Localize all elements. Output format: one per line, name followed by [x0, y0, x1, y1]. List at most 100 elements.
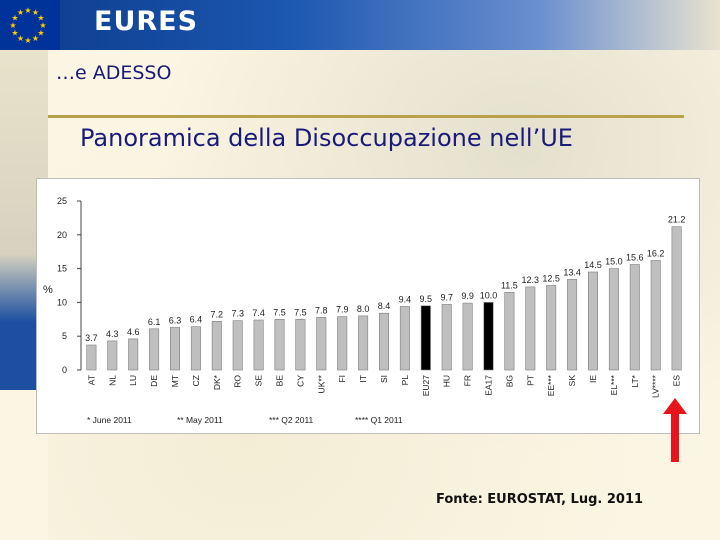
category-label: LU: [128, 375, 138, 386]
bar: [525, 286, 536, 371]
value-label: 6.3: [169, 315, 182, 325]
category-label: PT: [525, 375, 535, 386]
flag-star: ★: [37, 29, 44, 38]
eu-flag-icon: ★ ★ ★ ★ ★ ★ ★ ★ ★ ★ ★ ★: [0, 0, 60, 50]
bar: [399, 306, 410, 371]
flag-star: ★: [39, 21, 46, 30]
flag-star: ★: [32, 8, 39, 17]
category-label: BE: [275, 375, 285, 387]
bar: [650, 260, 661, 371]
chart-canvas: 0 5 10 15 20 25% 3.7 AT 4.3 NL 4.6 LU 6.1 DE 6.3 MT 6.4…: [43, 196, 686, 425]
value-label: 7.9: [336, 305, 349, 315]
flag-star: ★: [17, 8, 24, 17]
value-label: 7.5: [273, 307, 286, 317]
value-label: 21.2: [668, 215, 686, 225]
value-label: 7.3: [231, 309, 244, 319]
category-label: IE: [588, 375, 598, 383]
value-label: 10.0: [480, 290, 498, 300]
value-label: 4.6: [127, 327, 140, 337]
value-label: 15.0: [605, 257, 623, 267]
bar: [337, 316, 348, 371]
bar: [358, 315, 369, 371]
category-label: CZ: [191, 375, 201, 386]
y-axis-unit: %: [43, 284, 53, 296]
value-label: 6.4: [190, 315, 203, 325]
category-label: IT: [358, 375, 368, 383]
value-label: 9.4: [399, 295, 412, 305]
value-label: 9.7: [440, 292, 453, 302]
title-divider: [48, 115, 684, 118]
bar: [211, 321, 222, 371]
value-label: 9.5: [420, 294, 433, 304]
bar: [441, 304, 452, 371]
bar: [190, 326, 201, 371]
flag-star: ★: [37, 14, 44, 23]
flag-star: ★: [24, 6, 31, 15]
category-label: SI: [379, 375, 389, 383]
footnote: *** Q2 2011: [269, 415, 314, 425]
bar: [587, 271, 598, 371]
category-label: RO: [233, 375, 243, 388]
category-label: FI: [337, 375, 347, 383]
category-label: AT: [86, 375, 96, 385]
category-label: LT*: [630, 374, 640, 387]
category-label: EA17: [484, 375, 494, 396]
flag-star: ★: [17, 34, 24, 43]
category-label: BG: [504, 375, 514, 387]
flag-star: ★: [32, 34, 39, 43]
section-title: …e ADESSO: [56, 62, 172, 84]
flag-star: ★: [9, 21, 16, 30]
bar: [378, 312, 389, 371]
bar: [504, 292, 515, 371]
category-label: PL: [400, 375, 410, 386]
bar: [295, 319, 306, 371]
bar: [170, 327, 181, 371]
footnote: **** Q1 2011: [355, 415, 403, 425]
category-label: SE: [254, 375, 264, 387]
y-tick-label: 0: [62, 365, 67, 375]
value-label: 7.8: [315, 305, 328, 315]
bar: [86, 344, 97, 371]
value-label: 7.4: [252, 308, 265, 318]
y-tick-label: 10: [57, 297, 67, 307]
value-label: 4.3: [106, 329, 119, 339]
value-label: 8.4: [378, 301, 391, 311]
bar: [629, 264, 640, 371]
category-label: EE***: [546, 374, 556, 396]
bar: [546, 285, 557, 371]
eures-logo: EURES: [94, 6, 199, 37]
flag-star: ★: [11, 29, 18, 38]
flag-star: ★: [24, 36, 31, 45]
source-note: Fonte: EUROSTAT, Lug. 2011: [436, 492, 644, 507]
bar: [420, 305, 431, 371]
y-tick-label: 5: [62, 331, 67, 341]
value-label: 11.5: [501, 280, 518, 290]
value-label: 3.7: [85, 333, 98, 343]
bar: [128, 338, 139, 371]
value-label: 9.9: [461, 291, 474, 301]
header-bar: [0, 0, 720, 50]
category-label: EL***: [609, 374, 619, 395]
category-label: NL: [107, 375, 117, 386]
bar: [232, 320, 243, 371]
y-tick-label: 15: [57, 264, 67, 274]
category-label: DE: [149, 375, 159, 387]
value-label: 13.4: [563, 267, 581, 277]
category-label: DK*: [212, 374, 222, 390]
bar: [567, 279, 578, 371]
y-tick-label: 20: [57, 230, 67, 240]
value-label: 7.5: [294, 307, 307, 317]
value-label: 16.2: [647, 249, 665, 259]
slide-title: Panoramica della Disoccupazione nell’UE: [80, 124, 573, 152]
category-label: SK: [567, 375, 577, 387]
value-label: 15.6: [626, 253, 644, 263]
footnote: * June 2011: [87, 415, 132, 425]
category-label: ES: [672, 375, 682, 387]
bar: [107, 340, 118, 371]
category-label: CY: [295, 375, 305, 387]
category-label: LV****: [651, 374, 661, 398]
flag-star: ★: [11, 14, 18, 23]
up-arrow-icon: [663, 398, 687, 462]
unemployment-chart: 0 5 10 15 20 25% 3.7 AT 4.3 NL 4.6 LU 6.1 DE 6.3 MT 6.4…: [36, 178, 700, 434]
bar: [149, 328, 160, 371]
